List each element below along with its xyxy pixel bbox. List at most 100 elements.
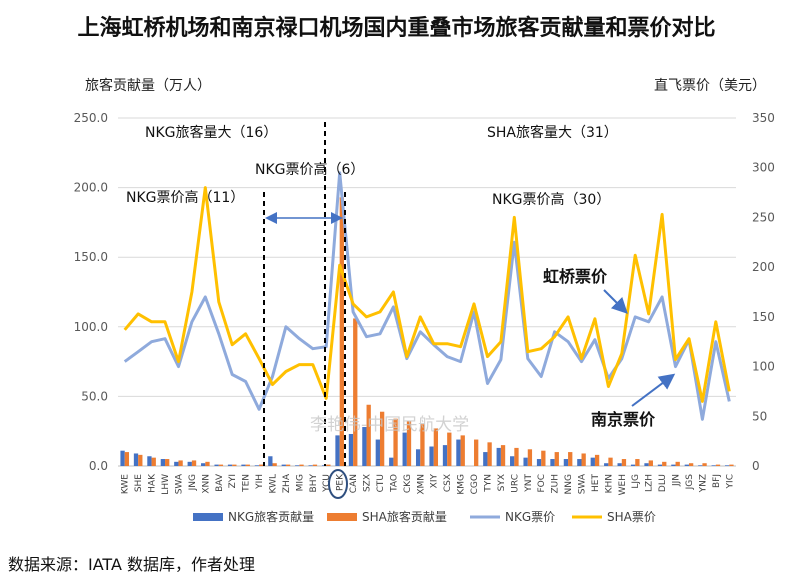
bar-nkg	[402, 432, 407, 466]
watermark: 李艳伟-中国民航大学	[310, 415, 469, 435]
bar-nkg	[241, 464, 246, 466]
bar-sha	[165, 459, 170, 466]
bar-nkg	[362, 427, 367, 466]
x-tick-label: LJG	[631, 474, 641, 489]
bar-sha	[245, 464, 250, 466]
bar-sha	[474, 439, 479, 466]
bar-sha	[299, 464, 304, 466]
bar-nkg	[254, 465, 260, 466]
x-tick-label: YCU	[322, 474, 332, 493]
bar-nkg	[295, 465, 300, 466]
left-tick-label: 200.0	[74, 181, 108, 195]
bar-sha	[285, 464, 291, 466]
annotation-nkg-fare-higher-mid: NKG票价高（6）	[255, 161, 364, 178]
x-tick-label: KWE	[121, 474, 131, 494]
bar-nkg	[187, 461, 192, 466]
bar-sha	[568, 452, 573, 466]
bar-sha	[191, 460, 197, 466]
bar-sha	[460, 435, 465, 466]
x-tick-label: CAN	[349, 474, 359, 493]
bar-sha	[393, 418, 398, 466]
x-tick-label: BAV	[215, 473, 225, 492]
bar-sha	[379, 411, 385, 466]
bar-nkg	[147, 456, 152, 466]
bar-nkg	[604, 463, 609, 466]
bar-sha	[648, 460, 653, 466]
bar-sha	[353, 318, 358, 466]
x-tick-label: CTU	[376, 474, 386, 492]
bar-sha	[339, 197, 344, 466]
bar-nkg	[160, 459, 166, 466]
bar-nkg	[281, 464, 286, 466]
bar-nkg	[201, 463, 206, 466]
bar-nkg	[429, 446, 434, 466]
right-tick-label: 50	[752, 409, 767, 423]
bar-nkg	[577, 459, 582, 466]
x-tick-label: CGO	[470, 474, 480, 494]
left-tick-label: 50.0	[81, 389, 108, 403]
bar-nkg	[133, 453, 139, 466]
x-axis-tick-labels: KWE SHE HAK LHW SWA JNG XNN BAV ZYI TEN YIH KWL ZHA M…	[121, 473, 736, 495]
x-tick-label: URC	[510, 474, 520, 493]
bar-sha	[635, 459, 640, 466]
bar-sha	[218, 464, 224, 466]
bar-nkg	[698, 465, 703, 466]
bar-nkg	[375, 439, 380, 466]
bar-sha	[702, 463, 707, 466]
x-tick-label: YNZ	[698, 474, 708, 493]
nanjing-fare-arrow	[631, 373, 676, 407]
bar-nkg	[308, 465, 313, 466]
right-tick-label: 150	[752, 310, 775, 324]
legend-label-sha-line: SHA票价	[607, 510, 656, 524]
x-tick-label: JJN	[672, 474, 682, 487]
x-tick-label: XNN	[201, 474, 211, 494]
x-tick-label: FOC	[537, 474, 547, 493]
x-tick-label: XMN	[416, 474, 426, 495]
x-tick-label: KWL	[269, 474, 279, 494]
x-tick-label: TAO	[389, 474, 399, 493]
legend: NKG旅客贡献量 SHA旅客贡献量 NKG票价 SHA票价	[193, 509, 656, 524]
bar-sha	[621, 459, 627, 466]
bar-sha	[366, 404, 371, 466]
series-line-sha-fare	[123, 186, 731, 403]
x-tick-label: CSX	[443, 474, 453, 492]
bar-sha	[272, 463, 277, 466]
x-tick-label: SYX	[497, 474, 507, 491]
annotation-nkg-fare-higher-left: NKG票价高（11）	[126, 189, 244, 206]
bar-sha	[527, 449, 533, 466]
bar-nkg	[415, 449, 421, 466]
bar-sha	[675, 461, 680, 466]
right-tick-label: 350	[752, 111, 775, 125]
left-axis-label: 旅客贡献量（万人）	[85, 77, 211, 94]
bar-sha	[151, 457, 156, 466]
data-source-note: 数据来源：IATA 数据库，作者处理	[8, 555, 255, 574]
line-series	[123, 171, 731, 421]
left-tick-label: 0.0	[89, 459, 108, 473]
bar-sha	[581, 453, 586, 466]
right-tick-label: 300	[752, 161, 775, 175]
series-line-nkg-fare	[123, 171, 731, 421]
bar-nkg	[523, 457, 528, 466]
x-tick-label: YIH	[255, 474, 265, 490]
legend-label-sha-bar: SHA旅客贡献量	[362, 509, 447, 524]
bar-nkg	[389, 457, 394, 466]
bar-nkg	[120, 450, 125, 466]
x-tick-label: KHN	[604, 474, 614, 493]
left-tick-label: 150.0	[74, 250, 108, 264]
bar-nkg	[214, 464, 219, 466]
chart-title: 上海虹桥机场和南京禄口机场国内重叠市场旅客贡献量和票价对比	[77, 16, 716, 41]
bar-nkg	[483, 452, 488, 466]
bar-sha	[729, 464, 734, 466]
bar-sha	[594, 454, 600, 466]
x-tick-label: WEH	[618, 474, 628, 495]
bar-nkg	[174, 461, 179, 466]
x-tick-label: BFJ	[712, 474, 722, 488]
right-tick-label: 200	[752, 260, 775, 274]
bar-sha	[554, 452, 559, 466]
x-tick-label: LHW	[161, 474, 171, 495]
x-tick-label: CKG	[403, 474, 413, 493]
x-tick-label: TYN	[483, 474, 493, 493]
bar-sha	[406, 421, 412, 466]
bar-nkg	[617, 463, 622, 466]
bar-sha	[326, 464, 331, 466]
